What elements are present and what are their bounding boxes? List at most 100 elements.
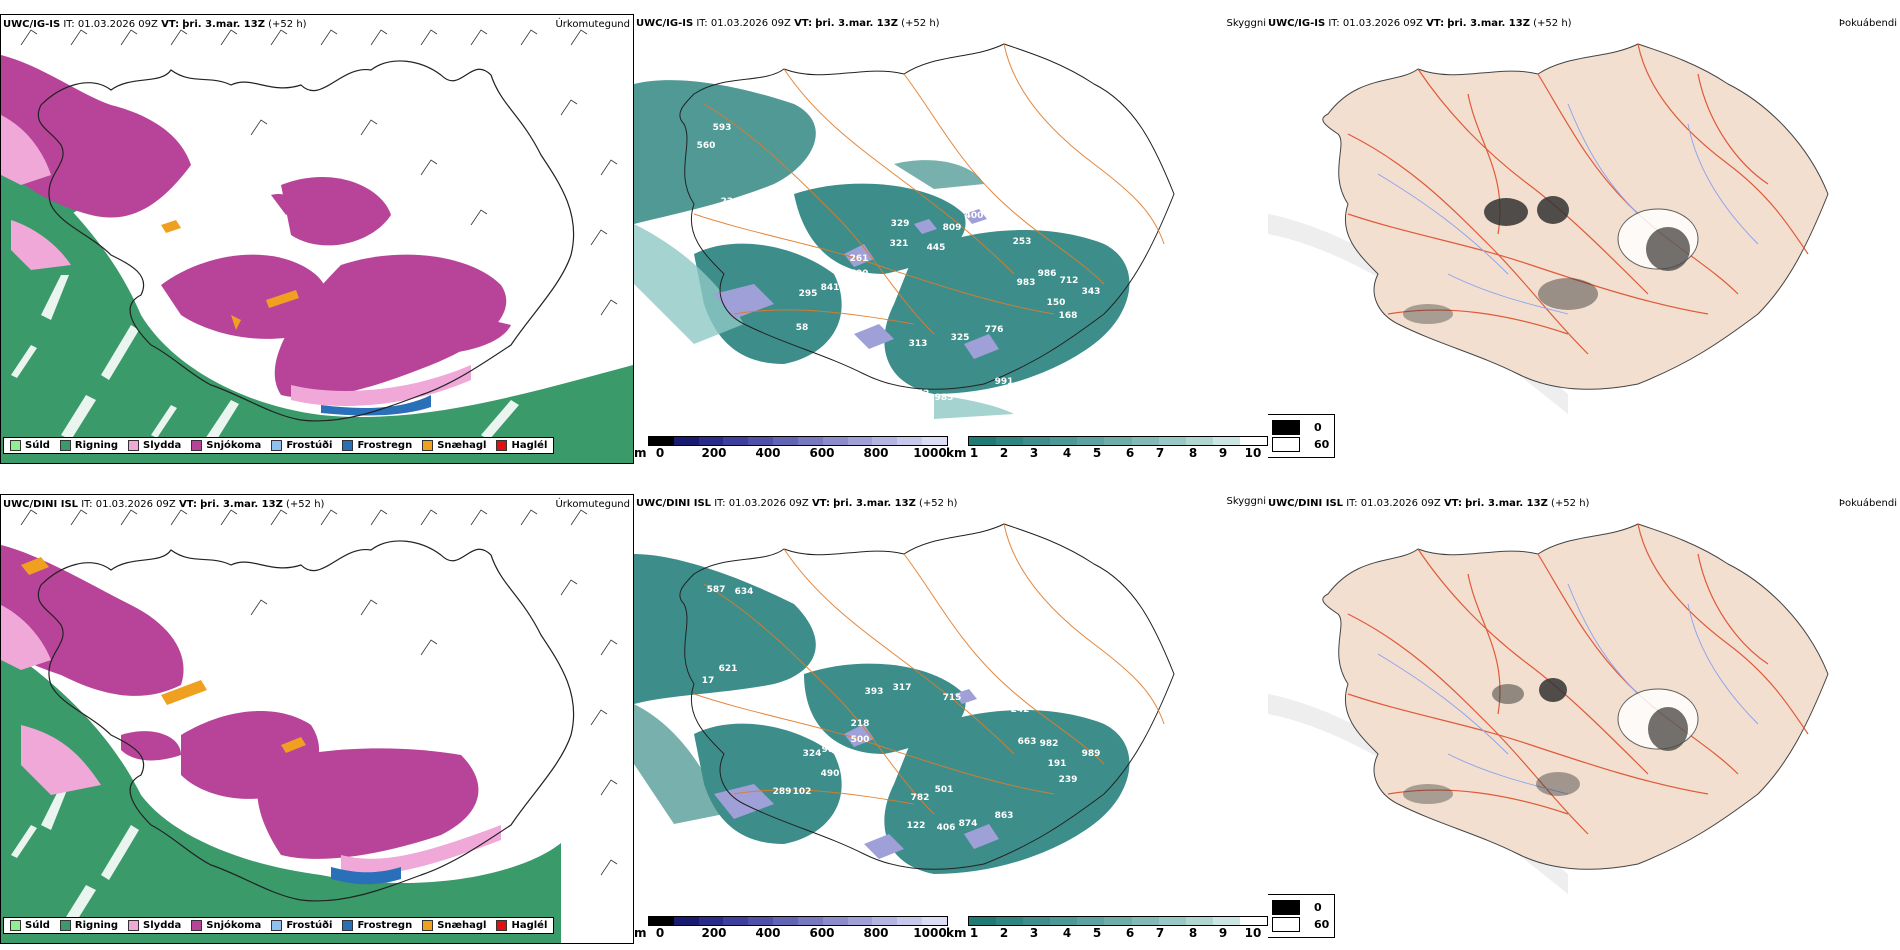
svg-text:841: 841 [821, 283, 840, 293]
svg-text:663: 663 [1018, 737, 1037, 747]
legend-item: Súld [10, 920, 50, 931]
legend-item: Frostregn [342, 440, 412, 451]
svg-text:874: 874 [959, 819, 978, 829]
panel-header: UWC/IG-IS IT: 01.03.2026 09Z VT: þri. 3.… [636, 18, 940, 29]
svg-text:400: 400 [965, 211, 984, 221]
svg-text:986: 986 [1038, 269, 1057, 279]
svg-text:224: 224 [721, 197, 740, 207]
height-colorbar: 0 200 400 600 800 1000 [648, 916, 948, 940]
svg-text:715: 715 [943, 693, 962, 703]
legend-item: 0 [1272, 900, 1329, 915]
legend-item: Haglél [496, 920, 547, 931]
panel-title: Skyggni [1226, 18, 1266, 29]
legend-item: 60 [1272, 437, 1329, 452]
panel-title: Þokuábendi [1838, 498, 1897, 509]
svg-text:58: 58 [796, 323, 809, 333]
precip-type-panel: UWC/DINI ISL IT: 01.03.2026 09Z VT: þri.… [0, 494, 634, 944]
height-colorbar: 0 200 400 600 800 1000 [648, 436, 948, 460]
legend-item: Frostregn [342, 920, 412, 931]
panel-header: UWC/DINI ISL IT: 01.03.2026 09Z VT: þri.… [1268, 498, 1590, 509]
svg-text:700: 700 [850, 269, 869, 279]
panel-header: UWC/DINI ISL IT: 01.03.2026 09Z VT: þri.… [636, 498, 958, 509]
panel-header: UWC/DINI ISL IT: 01.03.2026 09Z VT: þri.… [3, 499, 325, 510]
svg-text:989: 989 [1082, 749, 1101, 759]
svg-text:587: 587 [707, 585, 726, 595]
svg-text:983: 983 [1017, 278, 1036, 288]
legend-item: Snæhagl [422, 920, 486, 931]
panel-header: UWC/IG-IS IT: 01.03.2026 09Z VT: þri. 3.… [3, 19, 307, 30]
svg-text:634: 634 [735, 587, 754, 597]
ceiling-labels: 593 560 224 150 329 809 400 321 445 261 … [697, 123, 1101, 403]
svg-text:393: 393 [865, 687, 884, 697]
legend-item: Rigning [59, 920, 118, 931]
svg-text:560: 560 [697, 141, 716, 151]
visibility-unit: km [946, 446, 967, 460]
legend-item: Frostúði [271, 920, 332, 931]
legend-item: Rigning [59, 440, 118, 451]
fog-map [1268, 494, 1900, 942]
svg-text:261: 261 [850, 254, 869, 264]
panel-header: UWC/IG-IS IT: 01.03.2026 09Z VT: þri. 3.… [1268, 18, 1572, 29]
panel-title: Úrkomutegund [555, 19, 630, 30]
height-unit: m [634, 446, 647, 460]
fog-legend: 0 60 [1268, 414, 1336, 458]
panel-title: Úrkomutegund [555, 499, 630, 510]
fog-legend: 0 60 [1268, 894, 1336, 938]
legend-item: Slydda [128, 920, 181, 931]
svg-text:982: 982 [822, 745, 841, 755]
legend-item: Snjókoma [191, 440, 261, 451]
svg-text:343: 343 [1082, 287, 1101, 297]
svg-text:809: 809 [943, 223, 962, 233]
legend-item: Snæhagl [422, 440, 486, 451]
svg-text:982: 982 [1040, 739, 1059, 749]
svg-text:991: 991 [995, 377, 1014, 387]
legend-item: Slydda [128, 440, 181, 451]
svg-text:712: 712 [1060, 276, 1079, 286]
svg-text:152: 152 [911, 389, 930, 399]
precip-type-legend: Súld Rigning Slydda Snjókoma Frostúði Fr… [3, 917, 555, 934]
svg-text:501: 501 [935, 785, 954, 795]
svg-text:593: 593 [713, 123, 732, 133]
svg-text:329: 329 [891, 219, 910, 229]
ceiling-map: 593 560 224 150 329 809 400 321 445 261 … [634, 14, 1268, 434]
legend-item: Snjókoma [191, 920, 261, 931]
legend-item: 0 [1272, 420, 1329, 435]
svg-text:102: 102 [793, 787, 812, 797]
precip-type-map [1, 15, 633, 463]
fog-panel: UWC/DINI ISL IT: 01.03.2026 09Z VT: þri.… [1268, 494, 1900, 942]
height-unit: m [634, 926, 647, 940]
svg-text:218: 218 [851, 719, 870, 729]
fog-panel: UWC/IG-IS IT: 01.03.2026 09Z VT: þri. 3.… [1268, 14, 1900, 462]
svg-text:313: 313 [909, 339, 928, 349]
svg-text:449: 449 [961, 679, 980, 689]
precip-type-panel: UWC/IG-IS IT: 01.03.2026 09Z VT: þri. 3.… [0, 14, 634, 464]
svg-text:289: 289 [773, 787, 792, 797]
svg-text:500: 500 [851, 735, 870, 745]
ceiling-map: 587 634 621 17 393 317 449 715 242 218 5… [634, 494, 1268, 914]
svg-text:242: 242 [1011, 705, 1030, 715]
legend-item: Haglél [496, 440, 547, 451]
panel-title: Þokuábendi [1838, 18, 1897, 29]
svg-text:253: 253 [1013, 237, 1032, 247]
svg-text:782: 782 [911, 793, 930, 803]
svg-text:191: 191 [1048, 759, 1067, 769]
svg-text:239: 239 [1059, 775, 1078, 785]
svg-text:325: 325 [951, 333, 970, 343]
precip-type-legend: Súld Rigning Slydda Snjókoma Frostúði Fr… [3, 437, 555, 454]
fog-map [1268, 14, 1900, 462]
svg-text:776: 776 [985, 325, 1004, 335]
ceiling-labels: 587 634 621 17 393 317 449 715 242 218 5… [702, 585, 1101, 833]
legend-item: Frostúði [271, 440, 332, 451]
ceiling-visibility-panel: 593 560 224 150 329 809 400 321 445 261 … [634, 14, 1268, 462]
svg-text:324: 324 [803, 749, 822, 759]
svg-text:321: 321 [890, 239, 909, 249]
svg-text:406: 406 [937, 823, 956, 833]
svg-text:317: 317 [893, 683, 912, 693]
svg-text:863: 863 [995, 811, 1014, 821]
svg-text:150: 150 [703, 210, 722, 220]
legend-item: Súld [10, 440, 50, 451]
panel-title: Skyggni [1226, 496, 1266, 507]
visibility-unit: km [946, 926, 967, 940]
svg-text:295: 295 [799, 289, 818, 299]
